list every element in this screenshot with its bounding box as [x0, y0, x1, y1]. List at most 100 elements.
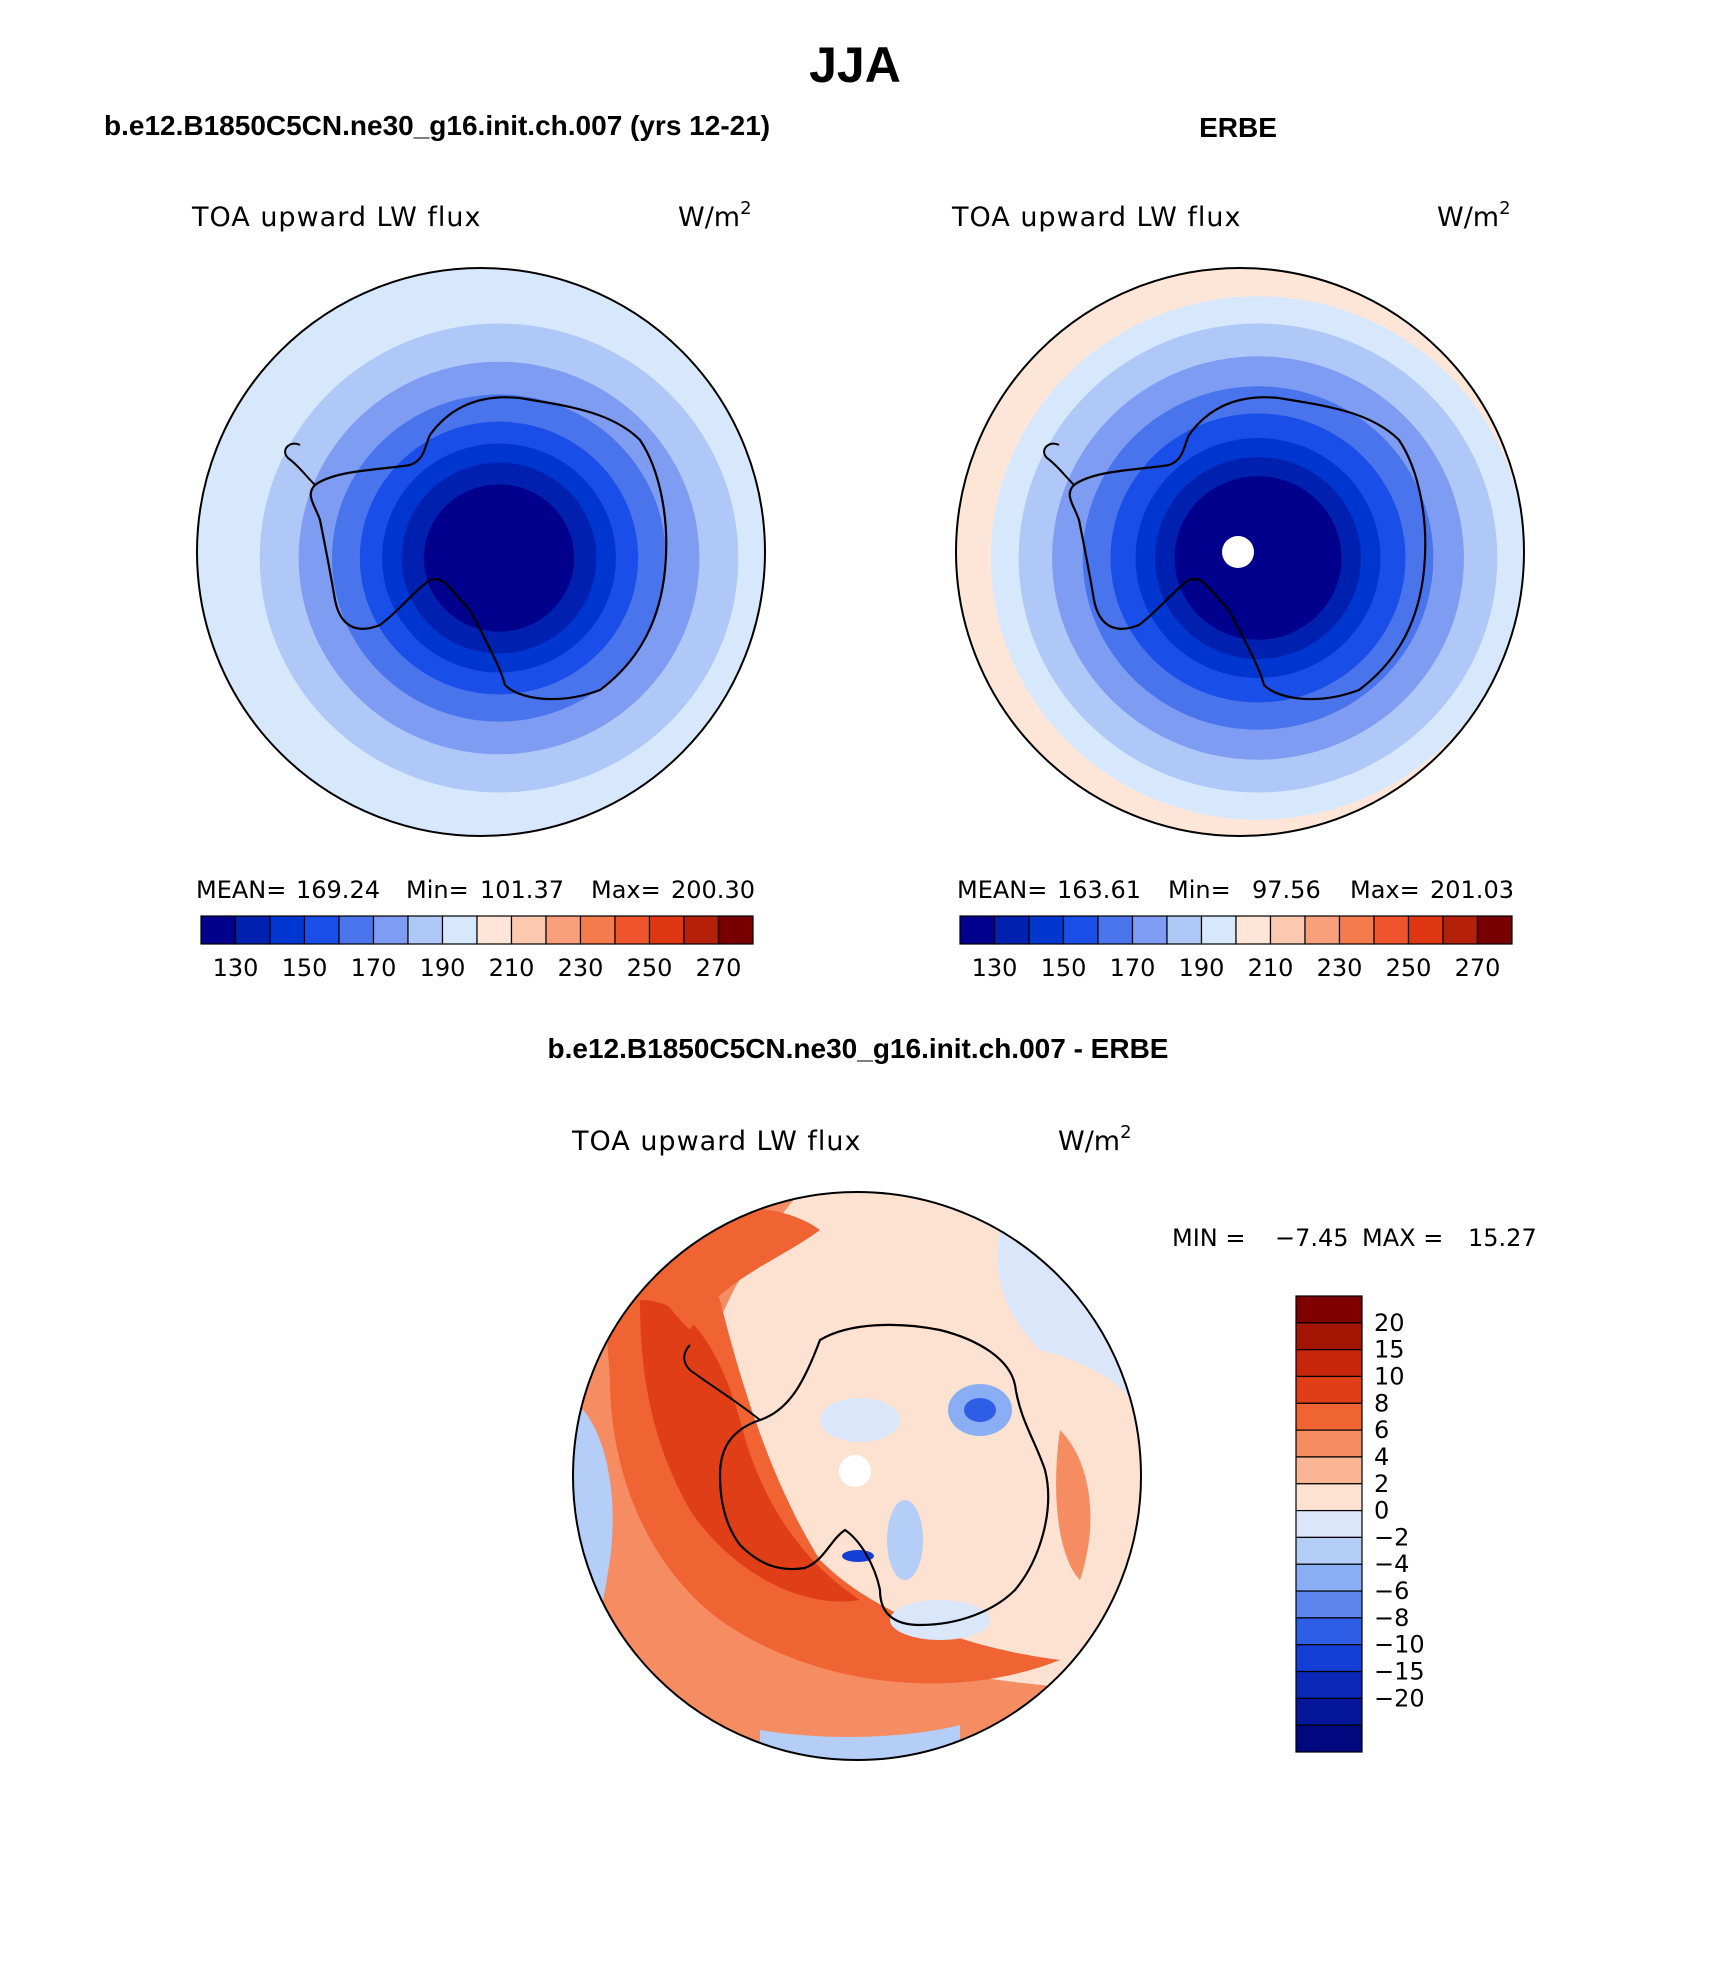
colorbar-box: [1028, 915, 1065, 945]
colorbar-box: [407, 915, 444, 945]
colorbar-tick-label: −8: [1374, 1604, 1409, 1632]
colorbar-tick-label: −4: [1374, 1550, 1409, 1578]
panel-model-map-border: [196, 267, 766, 837]
colorbar-tick-label: 230: [1317, 954, 1363, 982]
colorbar-box: [476, 915, 513, 945]
colorbar-tick-label: 6: [1374, 1416, 1389, 1444]
max-label: Max=: [1350, 876, 1420, 904]
colorbar-tick-label: 270: [696, 954, 742, 982]
panel-diff-units: W/m2: [1058, 1122, 1132, 1157]
colorbar-box: [683, 915, 720, 945]
colorbar-box: [1295, 1509, 1363, 1539]
pole-hole: [839, 1455, 871, 1487]
colorbar-box: [1166, 915, 1203, 945]
colorbar-box: [1200, 915, 1237, 945]
colorbar-box: [1295, 1563, 1363, 1592]
diff-min-label: MIN =: [1172, 1224, 1245, 1252]
colorbar-box: [1295, 1375, 1363, 1404]
colorbar-box: [338, 915, 375, 945]
contour-band-8: [1174, 476, 1342, 640]
colorbar-box: [579, 915, 616, 945]
colorbar-box: [510, 915, 547, 945]
panel-obs-units: W/m2: [1437, 198, 1511, 233]
panel-diff-map-border: [572, 1191, 1142, 1761]
antarctic-peninsula: [284, 442, 316, 486]
panel-model-title: b.e12.B1850C5CN.ne30_g16.init.ch.007 (yr…: [104, 110, 770, 141]
panel-obs: ERBE TOA upward LW flux W/m2 MEAN= 163.6…: [951, 112, 1525, 982]
max-value: 201.03: [1430, 876, 1514, 904]
antarctica-coastline: [1068, 396, 1427, 701]
colorbar-box: [1295, 1322, 1363, 1351]
panel-diff-map: [573, 1192, 1141, 1760]
colorbar-box: [1442, 915, 1479, 945]
colorbar-box: [1097, 915, 1134, 945]
panel-obs-map-border: [955, 267, 1525, 837]
colorbar-tick-label: 8: [1374, 1389, 1389, 1417]
colorbar-box: [303, 915, 340, 945]
panel-model-stats: MEAN= 169.24 Min= 101.37 Max= 200.30: [196, 876, 755, 904]
panel-model-variable: TOA upward LW flux: [191, 202, 482, 233]
colorbar-box: [1476, 915, 1513, 945]
colorbar-box: [1295, 1295, 1363, 1324]
colorbar-tick-label: 2: [1374, 1470, 1389, 1498]
colorbar-tick-label: 150: [1041, 954, 1087, 982]
colorbar-box: [1373, 915, 1410, 945]
colorbar-tick-label: −15: [1374, 1658, 1425, 1686]
colorbar-box: [993, 915, 1030, 945]
colorbar-tick-label: 130: [213, 954, 259, 982]
contour-band-7: [423, 484, 575, 632]
colorbar-box: [200, 915, 237, 945]
mean-value: 163.61: [1057, 876, 1141, 904]
min-value: 97.56: [1252, 876, 1321, 904]
colorbar-box: [1295, 1483, 1363, 1512]
colorbar-tick-label: 15: [1374, 1336, 1405, 1364]
panel-diff-variable: TOA upward LW flux: [571, 1126, 862, 1157]
panel-diff: b.e12.B1850C5CN.ne30_g16.init.ch.007 - E…: [548, 1033, 1537, 1761]
colorbar-tick-label: 250: [627, 954, 673, 982]
colorbar-tick-label: 190: [420, 954, 466, 982]
colorbar-tick-label: 170: [351, 954, 397, 982]
mean-value: 169.24: [296, 876, 380, 904]
colorbar-box: [1295, 1402, 1363, 1431]
pole-hole: [1222, 536, 1254, 568]
panel-model-contours: [197, 268, 765, 836]
colorbar-box: [1295, 1670, 1363, 1699]
colorbar-tick-label: 210: [489, 954, 535, 982]
colorbar-tick-label: 210: [1248, 954, 1294, 982]
colorbar-tick-label: −6: [1374, 1577, 1409, 1605]
colorbar-box: [269, 915, 306, 945]
colorbar-box: [1407, 915, 1444, 945]
diff-max-label: MAX =: [1362, 1224, 1443, 1252]
panel-obs-stats: MEAN= 163.61 Min= 97.56 Max= 201.03: [957, 876, 1514, 904]
max-value: 200.30: [671, 876, 755, 904]
colorbar-tick-label: 10: [1374, 1362, 1405, 1390]
mean-label: MEAN=: [957, 876, 1047, 904]
panel-obs-map: [956, 268, 1524, 836]
antarctic-peninsula: [683, 1344, 761, 1421]
panel-model: b.e12.B1850C5CN.ne30_g16.init.ch.007 (yr…: [104, 110, 770, 982]
colorbar-box: [441, 915, 478, 945]
colorbar-box: [1235, 915, 1272, 945]
colorbar-tick-label: 190: [1179, 954, 1225, 982]
colorbar-box: [1295, 1724, 1363, 1753]
colorbar-tick-label: −20: [1374, 1684, 1425, 1712]
min-label: Min=: [1168, 876, 1231, 904]
colorbar-tick-label: 230: [558, 954, 604, 982]
panel-model-units: W/m2: [678, 198, 752, 233]
colorbar-tick-label: 130: [972, 954, 1018, 982]
colorbar-box: [1295, 1349, 1363, 1378]
colorbar-box: [1295, 1536, 1363, 1565]
min-value: 101.37: [480, 876, 564, 904]
colorbar-box: [959, 915, 996, 945]
colorbar-tick-label: 20: [1374, 1309, 1405, 1337]
min-label: Min=: [406, 876, 469, 904]
colorbar-box: [234, 915, 271, 945]
colorbar-box: [1131, 915, 1168, 945]
figure-title: JJA: [809, 37, 901, 93]
colorbar-tick-label: −10: [1374, 1631, 1425, 1659]
colorbar-tick-label: 250: [1386, 954, 1432, 982]
diff-min-value: −7.45: [1275, 1224, 1349, 1252]
antarctica-coastline: [309, 396, 668, 701]
